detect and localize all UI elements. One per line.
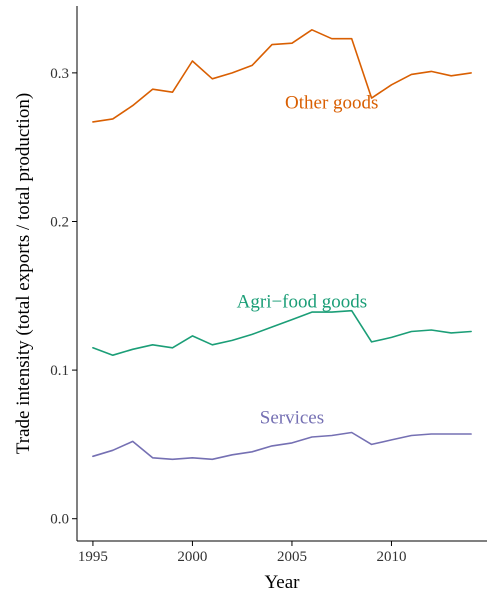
x-tick-label: 2005 <box>277 549 307 565</box>
x-axis-ticks: 1995 2000 2005 2010 <box>78 541 406 565</box>
plot-area: Other goods Agri−food goods Services <box>92 28 472 461</box>
x-tick-label: 1995 <box>78 549 108 565</box>
series-line <box>92 309 472 357</box>
series-label: Agri−food goods <box>237 292 368 313</box>
series-0: Other goods <box>92 28 472 123</box>
y-axis-ticks: 0.0 0.1 0.2 0.3 <box>50 66 77 528</box>
y-tick-label: 0.2 <box>50 214 69 230</box>
series-2: Services <box>92 408 472 461</box>
y-tick-label: 0.0 <box>50 512 69 528</box>
series-line <box>92 431 472 461</box>
series-1: Agri−food goods <box>92 292 472 357</box>
x-tick-label: 2010 <box>376 549 406 565</box>
series-label: Other goods <box>285 93 378 114</box>
y-tick-label: 0.3 <box>50 66 69 82</box>
series-label: Services <box>260 408 324 429</box>
series-line <box>92 28 472 123</box>
y-tick-label: 0.1 <box>50 363 69 379</box>
x-axis-title: Year <box>264 572 300 593</box>
x-tick-label: 2000 <box>177 549 207 565</box>
y-axis-title: Trade intensity (total exports / total p… <box>13 93 34 454</box>
